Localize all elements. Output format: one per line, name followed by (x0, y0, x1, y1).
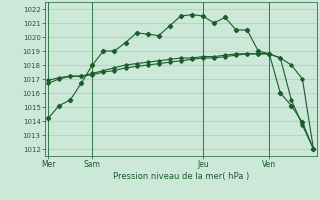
X-axis label: Pression niveau de la mer( hPa ): Pression niveau de la mer( hPa ) (113, 172, 249, 181)
